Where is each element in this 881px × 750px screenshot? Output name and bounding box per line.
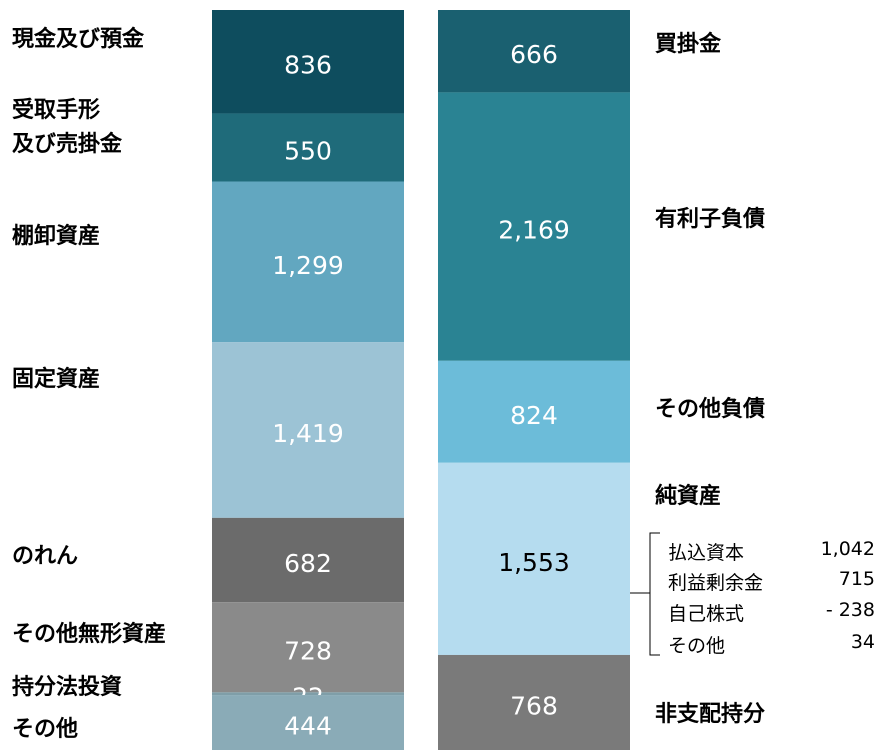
segment [212,342,404,518]
breakdown-value: 34 [850,631,875,653]
breakdown-name: 自己株式 [668,603,745,625]
breakdown-value: 715 [838,568,875,590]
breakdown-name: 払込資本 [668,542,745,564]
segment [212,517,404,603]
segment-name: その他負債 [655,397,766,422]
value-label: 728 [284,636,332,665]
bracket [649,532,660,656]
value-label: 1,299 [272,251,344,280]
breakdown-value: - 238 [825,599,875,621]
segment [438,92,630,361]
segment [212,695,404,750]
segment-name: 買掛金 [655,32,722,57]
segment-name: その他無形資産 [12,622,167,647]
value-label: 444 [284,712,332,741]
segment-name: 非支配持分 [655,702,766,727]
breakdown-name: 利益剰余金 [668,572,764,594]
segment [212,602,404,693]
segment [212,692,404,696]
segment [438,462,630,655]
value-label: 550 [284,136,332,165]
value-label: 836 [284,51,332,80]
segment [438,654,630,750]
value-label: 1,553 [498,548,570,577]
segment-name: のれん [12,544,79,569]
segment-name: その他 [12,717,79,742]
segment-name: 固定資産 [12,367,101,392]
segment-name: 現金及び預金 [12,27,145,52]
value-label: 666 [510,40,558,69]
value-label: 682 [284,549,332,578]
segment [212,10,404,114]
breakdown-name: その他 [668,635,726,657]
value-label: 768 [510,691,558,720]
value-label: 1,419 [272,419,344,448]
segment-name: 純資産 [655,484,722,509]
value-label: 2,169 [498,216,570,245]
segment [438,10,630,93]
segment-name: 棚卸資産 [12,224,101,249]
segment-name: 受取手形 及び売掛金 [12,98,123,157]
value-label: 824 [510,401,558,430]
segment-name: 有利子負債 [655,207,766,232]
breakdown-value: 1,042 [820,538,875,560]
segment [212,181,404,343]
segment [212,113,404,182]
segment-name: 持分法投資 [12,675,123,700]
segment [438,360,630,463]
